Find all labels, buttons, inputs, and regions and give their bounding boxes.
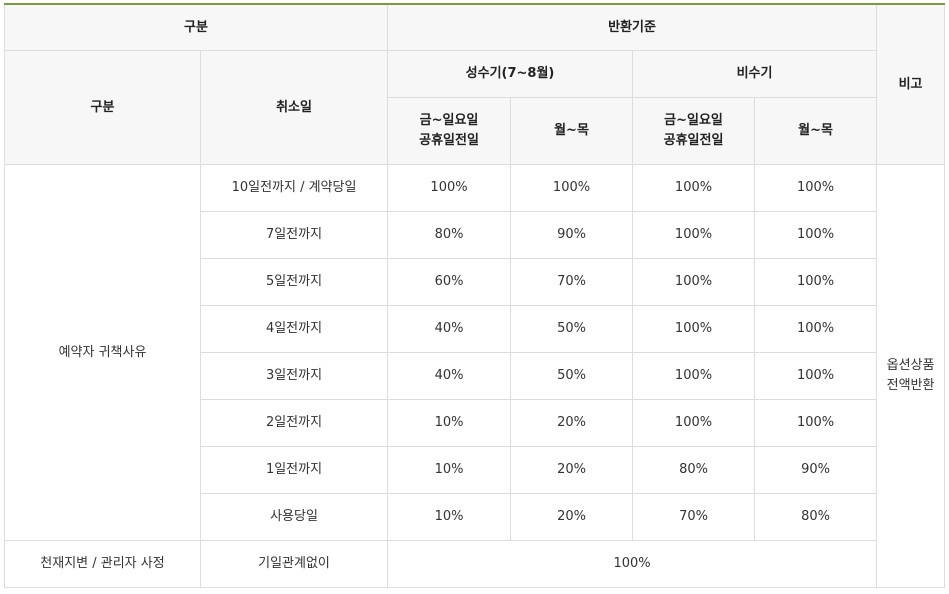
header-category-sub: 구분	[4, 50, 201, 165]
peak-weekend-cell: 10%	[387, 446, 512, 494]
refund-policy-table: 구분 반환기준 비고 구분 취소일 성수기(7~8월) 비수기 금~일요일 공휴…	[3, 3, 946, 588]
header-row-1: 구분 반환기준 비고	[3, 3, 946, 165]
header-peak-season: 성수기(7~8월)	[387, 50, 634, 98]
header-off-season: 비수기	[632, 50, 878, 98]
header-cancel-date: 취소일	[199, 50, 389, 165]
cancel-day-cell: 4일전까지	[199, 305, 389, 353]
header-category: 구분	[3, 3, 389, 51]
off-weekday-cell: 100%	[754, 399, 878, 447]
table-row: 7일전까지 80% 90% 100% 100%	[5, 211, 945, 259]
remarks-line2: 전액반환	[886, 378, 935, 393]
peak-weekend-cell: 40%	[387, 305, 512, 353]
peak-weekend-cell: 80%	[387, 211, 512, 259]
cancel-day-cell: 1일전까지	[199, 446, 389, 494]
header-peak-weekend: 금~일요일 공휴일전일	[387, 97, 512, 165]
header-off-weekend: 금~일요일 공휴일전일	[632, 97, 756, 165]
off-weekday-cell: 100%	[754, 164, 878, 212]
off-weekend-cell: 100%	[632, 164, 756, 212]
header-row-2: 구분 취소일 성수기(7~8월) 비수기	[4, 50, 945, 165]
table-row: 4일전까지 40% 50% 100% 100%	[5, 305, 945, 353]
table-row: 1일전까지 10% 20% 80% 90%	[5, 446, 945, 494]
cancel-day-cell: 사용당일	[199, 493, 389, 541]
cancel-day-cell: 2일전까지	[199, 399, 389, 447]
off-weekend-cell: 100%	[632, 211, 756, 259]
peak-weekday-cell: 20%	[510, 399, 634, 447]
disaster-refund-value: 100%	[387, 540, 878, 588]
peak-weekend-cell: 10%	[387, 399, 512, 447]
table-row: 예약자 귀책사유 10일전까지 / 계약당일 100% 100% 100% 10…	[4, 164, 946, 588]
header-peak-weekend-line2: 공휴일전일	[419, 133, 479, 148]
peak-weekday-cell: 70%	[510, 258, 634, 306]
cancel-day-cell: 10일전까지 / 계약당일	[199, 164, 389, 212]
cancel-day-cell: 5일전까지	[199, 258, 389, 306]
group-disaster-admin: 천재지변 / 관리자 사정	[4, 540, 201, 588]
peak-weekday-cell: 50%	[510, 352, 634, 400]
header-off-weekday: 월~목	[754, 97, 878, 165]
peak-weekday-cell: 50%	[510, 305, 634, 353]
header-refund-standard: 반환기준	[387, 3, 878, 51]
off-weekday-cell: 90%	[754, 446, 878, 494]
off-weekend-cell: 100%	[632, 258, 756, 306]
off-weekend-cell: 80%	[632, 446, 756, 494]
table-row: 사용당일 10% 20% 70% 80%	[5, 493, 945, 541]
peak-weekday-cell: 100%	[510, 164, 634, 212]
header-off-weekend-line2: 공휴일전일	[663, 133, 724, 148]
off-weekday-cell: 80%	[754, 493, 878, 541]
off-weekday-cell: 100%	[754, 211, 878, 259]
header-peak-weekend-line1: 금~일요일	[419, 113, 479, 128]
header-row-3: 금~일요일 공휴일전일 월~목 금~일요일 공휴일전일 월~목	[5, 97, 945, 165]
header-off-weekend-line1: 금~일요일	[664, 113, 723, 128]
header-peak-weekday: 월~목	[510, 97, 634, 165]
off-weekday-cell: 100%	[754, 352, 878, 400]
cancel-day-cell: 7일전까지	[199, 211, 389, 259]
table-row: 2일전까지 10% 20% 100% 100%	[5, 399, 945, 447]
peak-weekend-cell: 60%	[387, 258, 512, 306]
off-weekday-cell: 100%	[754, 258, 878, 306]
off-weekend-cell: 100%	[632, 352, 756, 400]
peak-weekday-cell: 20%	[510, 493, 634, 541]
header-remarks: 비고	[876, 3, 946, 165]
peak-weekday-cell: 90%	[510, 211, 634, 259]
peak-weekend-cell: 40%	[387, 352, 512, 400]
table-row-disaster: 천재지변 / 관리자 사정 기일관계없이 100%	[4, 540, 945, 588]
refund-policy-table-container: 구분 반환기준 비고 구분 취소일 성수기(7~8월) 비수기 금~일요일 공휴…	[3, 3, 946, 588]
peak-weekday-cell: 20%	[510, 446, 634, 494]
remarks-cell: 옵션상품 전액반환	[876, 164, 946, 588]
cancel-day-cell: 기일관계없이	[199, 540, 389, 588]
off-weekday-cell: 100%	[754, 305, 878, 353]
peak-weekend-cell: 10%	[387, 493, 512, 541]
off-weekend-cell: 70%	[632, 493, 756, 541]
off-weekend-cell: 100%	[632, 399, 756, 447]
peak-weekend-cell: 100%	[387, 164, 512, 212]
off-weekend-cell: 100%	[632, 305, 756, 353]
cancel-day-cell: 3일전까지	[199, 352, 389, 400]
remarks-line1: 옵션상품	[886, 358, 935, 373]
group-customer-fault: 예약자 귀책사유	[4, 164, 201, 541]
